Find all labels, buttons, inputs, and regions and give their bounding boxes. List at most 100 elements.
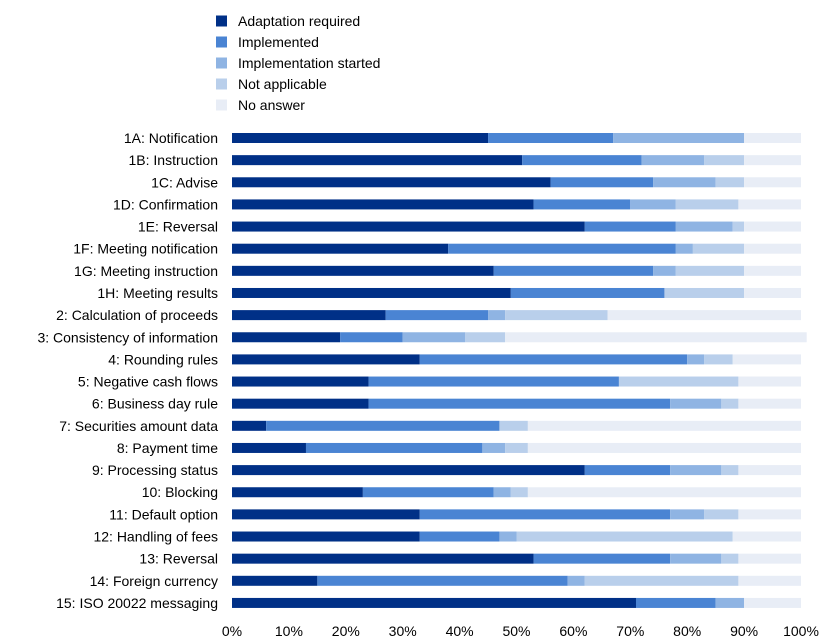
category-label: 6: Business day rule xyxy=(92,396,218,412)
category-label: 14: Foreign currency xyxy=(90,573,218,589)
bar-row-12-handling-of-fees xyxy=(232,531,801,542)
bar-segment-no-answer xyxy=(744,265,801,276)
bar-row-4-rounding-rules xyxy=(232,354,801,365)
bar-segment-not-applicable xyxy=(721,553,739,564)
legend-swatch xyxy=(216,57,227,69)
bar-segment-implemented xyxy=(419,531,500,542)
bar-segment-adaptation-required xyxy=(232,133,489,143)
bar-segment-no-answer xyxy=(738,553,801,564)
bar-segment-adaptation-required xyxy=(232,420,267,431)
bar-segment-implementation-started xyxy=(499,531,517,542)
x-tick-label: 50% xyxy=(502,623,530,638)
bar-segment-adaptation-required xyxy=(232,398,369,409)
legend: Adaptation required Implemented Implementa… xyxy=(216,13,380,113)
bar-segment-adaptation-required xyxy=(232,265,494,276)
legend-label: No answer xyxy=(238,97,305,113)
x-axis: 0% 10% 20% 30% 40% 50% 60% 70% 80% 90% 100% xyxy=(222,623,819,638)
bar-segment-implemented xyxy=(510,287,665,298)
bar-segment-implemented xyxy=(635,597,716,608)
bar-segment-implemented xyxy=(305,442,483,453)
bar-segment-not-applicable xyxy=(584,575,739,586)
category-label: 1C: Advise xyxy=(151,174,218,190)
legend-label: Implementation started xyxy=(238,55,380,71)
bar-segment-no-answer xyxy=(738,509,801,520)
bar-segment-not-applicable xyxy=(505,442,528,453)
bar-segment-not-applicable xyxy=(704,155,745,166)
legend-item-not-applicable: Not applicable xyxy=(216,76,327,92)
category-label: 8: Payment time xyxy=(117,440,218,456)
category-label: 1H: Meeting results xyxy=(97,285,218,301)
bar-segment-adaptation-required xyxy=(232,243,449,254)
bar-row-1d-confirmation xyxy=(232,199,801,210)
category-label: 4: Rounding rules xyxy=(108,351,218,367)
bar-row-1e-reversal xyxy=(232,221,801,232)
bar-segment-implemented xyxy=(317,575,568,586)
bar-segment-implementation-started xyxy=(653,177,716,188)
bar-segment-implemented xyxy=(522,155,642,166)
x-tick-label: 90% xyxy=(730,623,758,638)
bar-segment-implementation-started xyxy=(613,133,745,143)
bar-segment-implemented xyxy=(584,465,671,476)
legend-swatch xyxy=(216,36,227,48)
bar-segment-implemented xyxy=(448,243,676,254)
bar-segment-no-answer xyxy=(732,531,801,542)
bar-segment-no-answer xyxy=(527,442,801,453)
bar-row-1b-instruction xyxy=(232,155,801,166)
bar-segment-no-answer xyxy=(505,332,807,343)
bar-segment-implemented xyxy=(584,221,676,232)
legend-item-no-answer: No answer xyxy=(216,97,305,113)
bar-row-9-processing-status xyxy=(232,465,801,476)
bar-segment-not-applicable xyxy=(465,332,506,343)
bar-segment-no-answer xyxy=(527,487,801,498)
bar-row-15-iso-20022-messaging xyxy=(232,597,801,608)
bar-segment-implemented xyxy=(488,133,614,143)
bar-segment-no-answer xyxy=(744,155,801,166)
bar-segment-implemented xyxy=(493,265,654,276)
bar-segment-adaptation-required xyxy=(232,597,636,608)
bar-segment-no-answer xyxy=(744,177,801,188)
x-tick-label: 70% xyxy=(616,623,644,638)
bar-segment-implemented xyxy=(419,354,688,365)
bar-segment-implemented xyxy=(533,553,671,564)
bar-segment-not-applicable xyxy=(664,287,745,298)
legend-swatch xyxy=(216,99,227,111)
bar-segment-no-answer xyxy=(744,243,801,254)
x-tick-label: 80% xyxy=(673,623,701,638)
bar-segment-implementation-started xyxy=(675,221,733,232)
x-tick-label: 0% xyxy=(222,623,242,638)
bar-segment-not-applicable xyxy=(704,509,739,520)
bar-segment-adaptation-required xyxy=(232,465,585,476)
bar-row-13-reversal xyxy=(232,553,801,564)
legend-label: Implemented xyxy=(238,34,319,50)
bar-segment-no-answer xyxy=(607,310,801,321)
bar-segment-adaptation-required xyxy=(232,442,306,453)
bar-segment-adaptation-required xyxy=(232,199,534,210)
bar-segment-implemented xyxy=(340,332,403,343)
bar-segment-not-applicable xyxy=(715,177,745,188)
category-label: 1D: Confirmation xyxy=(113,196,218,212)
bar-segment-not-applicable xyxy=(505,310,608,321)
category-label: 11: Default option xyxy=(109,506,218,522)
bar-segment-implementation-started xyxy=(630,199,676,210)
bar-segment-implemented xyxy=(266,420,500,431)
bar-segment-not-applicable xyxy=(516,531,733,542)
bar-segment-implementation-started xyxy=(670,465,722,476)
bars xyxy=(232,133,807,608)
category-label: 2: Calculation of proceeds xyxy=(56,307,218,323)
bar-row-14-foreign-currency xyxy=(232,575,801,586)
bar-segment-adaptation-required xyxy=(232,575,318,586)
bar-segment-implementation-started xyxy=(670,398,722,409)
bar-segment-adaptation-required xyxy=(232,354,420,365)
bar-row-1c-advise xyxy=(232,177,801,188)
category-label: 15: ISO 20022 messaging xyxy=(56,595,218,611)
bar-segment-no-answer xyxy=(738,575,801,586)
bar-segment-no-answer xyxy=(744,597,801,608)
category-label: 1B: Instruction xyxy=(129,152,219,168)
bar-row-7-securities-amount-data xyxy=(232,420,801,431)
legend-swatch xyxy=(216,15,227,27)
category-labels: 1A: Notification 1B: Instruction 1C: Advis… xyxy=(37,130,218,611)
bar-segment-no-answer xyxy=(738,465,801,476)
bar-segment-implementation-started xyxy=(715,597,745,608)
